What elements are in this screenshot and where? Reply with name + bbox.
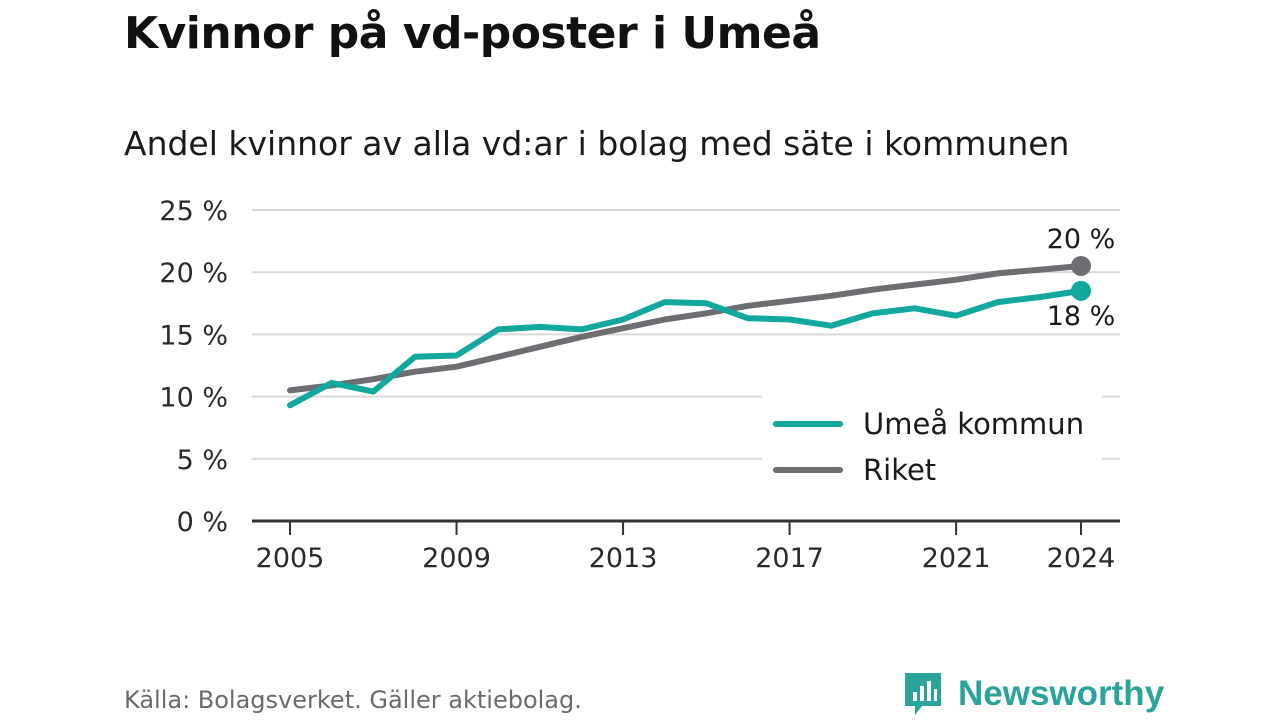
x-tick-label: 2013 — [589, 543, 658, 574]
y-tick-label: 0 % — [177, 507, 228, 538]
x-tick-label: 2009 — [422, 543, 491, 574]
end-label-umea: 18 % — [1047, 301, 1116, 332]
y-tick-label: 5 % — [177, 445, 228, 476]
x-tick-label: 2017 — [755, 543, 824, 574]
x-tick-label: 2005 — [256, 543, 325, 574]
legend-item-umea-label: Umeå kommun — [863, 407, 1084, 441]
y-tick-label: 10 % — [159, 383, 228, 414]
x-tick-label: 2024 — [1047, 543, 1116, 574]
y-tick-label: 15 % — [159, 320, 228, 351]
legend-box — [762, 394, 1102, 496]
y-tick-label: 25 % — [159, 196, 228, 227]
chart-subtitle: Andel kvinnor av alla vd:ar i bolag med … — [124, 124, 1070, 163]
legend-item-riket-label: Riket — [863, 453, 936, 487]
y-axis-ticks: 0 % 5 % 10 % 15 % 20 % 25 % — [159, 196, 228, 538]
legend: Umeå kommun Riket — [762, 394, 1102, 496]
end-labels: 20 % 18 % — [1047, 224, 1116, 332]
x-axis: 2005 2009 2013 2017 2021 2024 — [252, 519, 1120, 574]
series-lines — [287, 255, 1091, 409]
line-chart: 0 %5 %10 %15 %20 %25 % 2005 2009 2013 2017 2… — [159, 196, 1120, 574]
x-tick-label: 2021 — [922, 543, 991, 574]
chart-title: Kvinnor på vd-poster i Umeå — [124, 8, 821, 59]
source-note: Källa: Bolagsverket. Gäller aktiebolag. — [124, 686, 582, 714]
brand-logo: Newsworthy — [902, 670, 1164, 718]
series-line-umea — [287, 287, 1084, 409]
end-label-riket: 20 % — [1047, 224, 1116, 255]
newsworthy-logo-icon — [905, 673, 941, 715]
end-point-riket — [1071, 255, 1091, 276]
end-point-umea — [1071, 280, 1091, 301]
brand-name: Newsworthy — [958, 674, 1165, 713]
series-line-riket — [287, 263, 1084, 394]
y-tick-label: 20 % — [159, 258, 228, 289]
